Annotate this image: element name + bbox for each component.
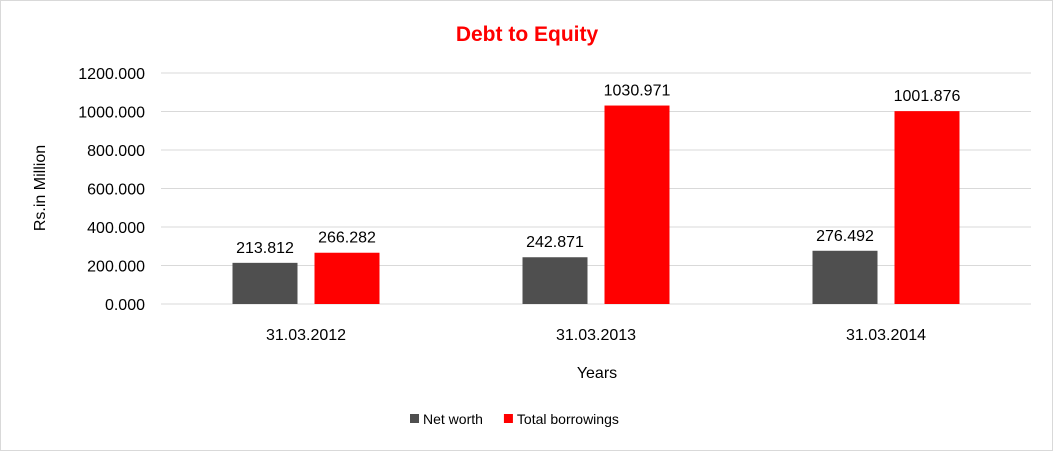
data-label: 242.871 [526, 234, 584, 251]
bar-net-worth [812, 250, 878, 304]
y-tick-label: 1000.000 [78, 105, 145, 122]
y-tick-label: 800.000 [87, 143, 145, 160]
legend-label: Total borrowings [517, 411, 619, 427]
bar-total-borrowings [604, 105, 670, 304]
bar-total-borrowings [894, 111, 960, 304]
bar-total-borrowings [314, 252, 380, 304]
data-label: 1001.876 [894, 88, 961, 105]
x-tick-label: 31.03.2012 [266, 327, 346, 344]
y-tick-label: 0.000 [105, 297, 145, 314]
y-tick-label: 600.000 [87, 182, 145, 199]
x-axis-ticks: 31.03.2012 31.03.2013 31.03.2014 [266, 327, 926, 344]
x-tick-label: 31.03.2013 [556, 327, 636, 344]
y-tick-label: 400.000 [87, 220, 145, 237]
gridlines [161, 72, 1031, 305]
legend: Net worth Total borrowings [410, 411, 619, 427]
bars: 213.812 266.282 242.871 1030.971 276.492 1001… [232, 83, 961, 304]
y-tick-label: 1200.000 [78, 66, 145, 83]
y-axis-title: Rs.in Million [32, 145, 49, 231]
legend-swatch [410, 414, 419, 423]
data-label: 276.492 [816, 228, 874, 245]
data-label: 213.812 [236, 240, 294, 257]
legend-swatch [503, 414, 513, 423]
bar-net-worth [522, 257, 588, 304]
legend-label: Net worth [423, 411, 483, 427]
data-label: 1030.971 [604, 83, 671, 100]
y-axis-ticks: 0.000 200.000 400.000 600.000 800.000 1000.00… [78, 66, 145, 314]
y-tick-label: 200.000 [87, 259, 145, 276]
x-axis-title: Years [577, 365, 617, 382]
chart-title: Debt to Equity [456, 23, 599, 46]
x-tick-label: 31.03.2014 [846, 327, 926, 344]
bar-net-worth [232, 262, 298, 304]
data-label: 266.282 [318, 230, 376, 247]
